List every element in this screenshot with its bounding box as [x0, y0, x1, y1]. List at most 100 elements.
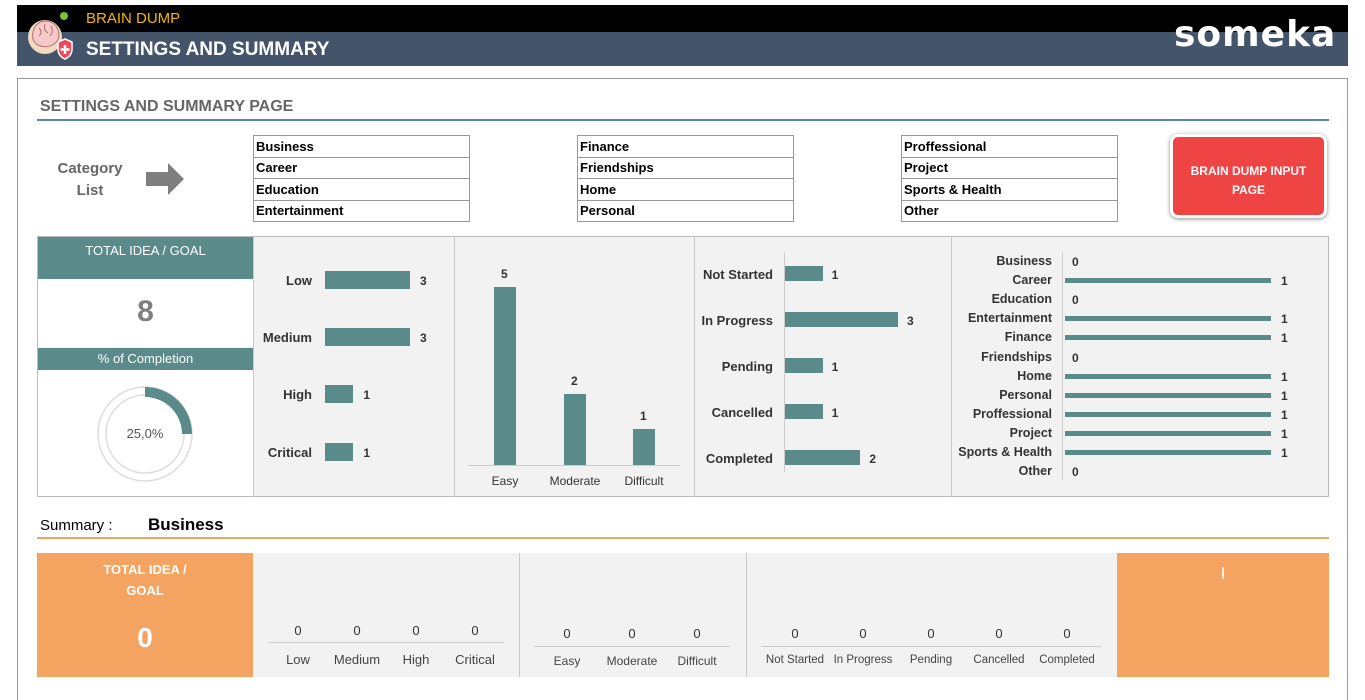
summary-category-selector[interactable]: Business [148, 515, 224, 534]
summary-priority-label: Low [286, 652, 310, 667]
summary-difficulty-value: 0 [563, 626, 571, 641]
category-value: 1 [1281, 426, 1288, 441]
difficulty-label: Moderate [549, 474, 601, 488]
category-cell[interactable]: Home [577, 178, 794, 201]
summary-total-header: TOTAL IDEA / GOAL [103, 562, 187, 598]
summary-right-value: I [1220, 564, 1226, 583]
status-bar [785, 312, 898, 327]
category-value: 0 [1072, 465, 1079, 480]
category-chart-label: Education [991, 292, 1052, 307]
category-cell[interactable]: Other [901, 199, 1118, 222]
summary-total-box [37, 553, 253, 677]
category-cell[interactable]: Finance [577, 135, 794, 158]
panel-divider [746, 553, 747, 677]
category-cell[interactable]: Entertainment [253, 199, 470, 222]
panel-divider [253, 236, 254, 497]
category-bar [1065, 373, 1271, 379]
category-cell[interactable]: Project [901, 156, 1118, 179]
status-value: 2 [869, 452, 877, 466]
brain-icon [28, 12, 73, 60]
status-value: 3 [907, 314, 914, 328]
total-idea-value: 8 [137, 295, 154, 328]
category-table-2: Finance Friendships Home Personal [577, 135, 794, 222]
category-table-3: Proffessional Project Sports & Health Ot… [901, 135, 1118, 222]
summary-divider [37, 537, 1329, 539]
status-bar [785, 450, 861, 465]
summary-right-box [1117, 553, 1329, 677]
category-value: 0 [1072, 255, 1079, 269]
category-bar [1065, 278, 1271, 284]
summary-status-label: In Progress [833, 654, 893, 666]
priority-value: 1 [363, 446, 371, 460]
summary-difficulty-value: 0 [628, 626, 636, 641]
summary-status-value: 0 [791, 626, 799, 641]
category-cell[interactable]: Education [253, 178, 470, 201]
status-label: Completed [705, 451, 773, 466]
header-title-bar [17, 32, 1348, 66]
category-chart-label: Business [996, 254, 1052, 268]
category-bar [1065, 316, 1271, 322]
category-bar [1065, 430, 1271, 436]
panel-divider [694, 236, 695, 497]
completion-value: 25,0% [126, 426, 164, 441]
summary-difficulty-label: Difficult [677, 654, 717, 668]
priority-label: Low [286, 273, 312, 288]
summary-status-label: Pending [909, 654, 953, 666]
difficulty-value: 1 [640, 409, 647, 424]
brain-dump-input-page-button[interactable]: BRAIN DUMP INPUT PAGE [1170, 134, 1327, 218]
category-bar [1065, 411, 1271, 417]
summary-difficulty-value: 0 [693, 626, 701, 641]
priority-bar [325, 443, 354, 461]
category-chart-label: Career [1012, 273, 1052, 288]
summary-priority-value: 0 [294, 623, 302, 638]
summary-priority-value: 0 [353, 623, 361, 638]
status-label: In Progress [701, 313, 773, 328]
category-bar [1065, 335, 1271, 341]
priority-value: 1 [363, 388, 371, 402]
app-name: BRAIN DUMP [86, 10, 181, 27]
category-bar [1065, 450, 1271, 455]
summary-priority-axis [268, 642, 504, 643]
difficulty-bar [494, 287, 516, 465]
panel-divider [454, 236, 455, 497]
category-list-label: Category List [57, 160, 123, 199]
category-chart-label: Personal [999, 387, 1052, 402]
category-chart-label: Entertainment [967, 311, 1052, 326]
arrow-right-icon [146, 163, 184, 195]
status-label: Pending [721, 359, 773, 374]
priority-label: Critical [267, 445, 312, 460]
panel-divider [519, 553, 520, 677]
category-cell[interactable]: Career [253, 156, 470, 179]
page-title: SETTINGS AND SUMMARY [86, 39, 330, 60]
summary-difficulty-axis [534, 646, 730, 647]
status-bar [785, 358, 823, 373]
category-cell[interactable]: Business [253, 135, 470, 158]
brand-logo[interactable]: someka [1174, 14, 1337, 55]
category-cell[interactable]: Personal [577, 199, 794, 222]
category-chart-label: Home [1017, 368, 1052, 383]
category-value: 1 [1281, 331, 1288, 346]
summary-status-value: 0 [927, 626, 935, 641]
summary-status-value: 0 [859, 626, 867, 641]
category-cell[interactable]: Friendships [577, 156, 794, 179]
total-idea-header: TOTAL IDEA / GOAL [38, 237, 253, 279]
completion-arc [145, 387, 192, 434]
category-cell[interactable]: Sports & Health [901, 178, 1118, 201]
difficulty-value: 2 [571, 373, 578, 388]
total-value-box [38, 279, 253, 347]
category-value: 0 [1072, 350, 1079, 365]
completion-header: % of Completion [38, 348, 253, 370]
category-value: 1 [1281, 369, 1288, 384]
category-cell[interactable]: Proffessional [901, 135, 1118, 158]
content-frame [17, 78, 1348, 700]
status-value: 1 [831, 268, 839, 282]
summary-total-value: 0 [137, 622, 153, 653]
category-value: 1 [1281, 388, 1288, 403]
status-label: Cancelled [711, 405, 773, 420]
difficulty-bar [564, 393, 586, 465]
summary-status-label: Not Started [765, 654, 825, 666]
category-bar [1065, 392, 1271, 398]
status-value: 1 [831, 360, 839, 374]
category-chart-label: Finance [1004, 330, 1052, 345]
summary-status-value: 0 [1063, 626, 1071, 641]
